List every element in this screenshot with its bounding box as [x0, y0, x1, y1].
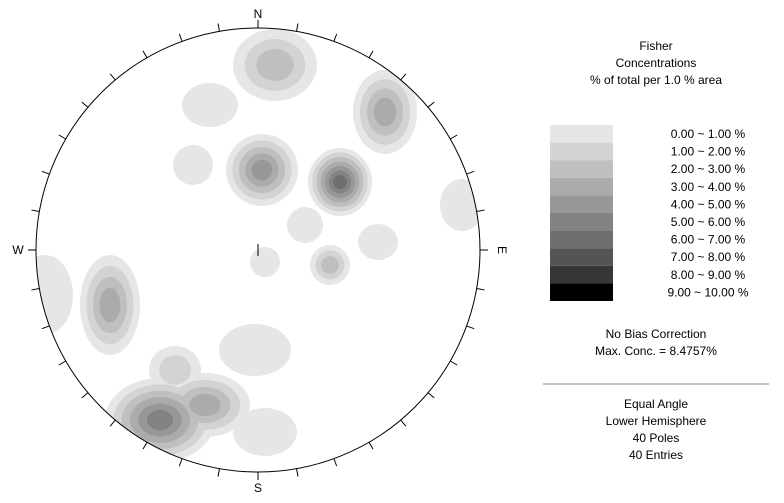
- info: Lower Hemisphere: [606, 414, 707, 428]
- west-label: W: [12, 243, 24, 257]
- tick: [368, 50, 374, 58]
- contour: [440, 179, 480, 231]
- tick: [178, 33, 183, 42]
- tick: [427, 392, 435, 399]
- ticks: [28, 20, 488, 480]
- tick: [296, 23, 299, 32]
- tick: [333, 33, 338, 42]
- contour: [251, 159, 273, 181]
- legend-swatch: [550, 283, 613, 301]
- contour: [219, 324, 291, 376]
- contour: [373, 97, 397, 127]
- legend-title: % of total per 1.0 % area: [590, 73, 722, 87]
- tick: [41, 170, 50, 175]
- legend-swatch: [550, 125, 613, 143]
- legend-swatch: [550, 160, 613, 178]
- legend-label: 8.00 ~ 9.00 %: [671, 268, 746, 282]
- info: 40 Entries: [629, 448, 683, 462]
- tick: [400, 73, 407, 81]
- tick: [427, 101, 435, 108]
- tick: [58, 134, 66, 140]
- north-label: N: [254, 7, 263, 21]
- legend-swatch: [550, 142, 613, 161]
- legend-label: 6.00 ~ 7.00 %: [671, 233, 746, 247]
- tick: [58, 360, 66, 366]
- tick: [109, 419, 116, 427]
- legend-swatch: [550, 248, 613, 266]
- tick: [450, 360, 458, 366]
- contour: [250, 247, 280, 277]
- max-note: Max. Conc. = 8.4757%: [595, 344, 717, 358]
- tick: [333, 458, 338, 467]
- tick: [450, 134, 458, 140]
- contour: [159, 355, 191, 385]
- contour: [173, 145, 213, 185]
- legend-label: 2.00 ~ 3.00 %: [671, 162, 746, 176]
- legend-label: 4.00 ~ 5.00 %: [671, 197, 746, 211]
- tick: [296, 468, 299, 477]
- tick: [81, 101, 89, 108]
- legend-title: Fisher: [639, 39, 672, 53]
- tick: [466, 325, 475, 330]
- tick: [178, 458, 183, 467]
- tick: [466, 170, 475, 175]
- legend-label: 1.00 ~ 2.00 %: [671, 145, 746, 159]
- tick: [142, 442, 148, 450]
- tick: [31, 209, 40, 212]
- legend-swatch: [550, 265, 613, 284]
- tick: [368, 442, 374, 450]
- bias-note: No Bias Correction: [606, 327, 707, 341]
- legend-title: Concentrations: [616, 56, 697, 70]
- legend-label: 7.00 ~ 8.00 %: [671, 250, 746, 264]
- tick: [476, 288, 485, 291]
- legend-label: 0.00 ~ 1.00 %: [671, 127, 746, 141]
- contour: [99, 287, 121, 323]
- legend-swatch: [550, 177, 613, 196]
- legend-label: 3.00 ~ 4.00 %: [671, 180, 746, 194]
- legend-label: 5.00 ~ 6.00 %: [671, 215, 746, 229]
- contour: [36, 255, 73, 335]
- east-label: E: [495, 246, 509, 254]
- legend-swatch: [550, 213, 613, 231]
- tick: [41, 325, 50, 330]
- legend-swatch: [550, 195, 613, 213]
- legend-swatch: [550, 230, 613, 249]
- contour: [256, 49, 294, 81]
- tick: [476, 209, 485, 212]
- tick: [109, 73, 116, 81]
- contour: [333, 174, 347, 190]
- info: 40 Poles: [633, 431, 680, 445]
- contour: [233, 408, 297, 456]
- tick: [217, 23, 220, 32]
- tick: [142, 50, 148, 58]
- contours: [36, 29, 480, 462]
- contour: [287, 207, 323, 243]
- info: Equal Angle: [624, 397, 688, 411]
- contour: [321, 256, 339, 274]
- contour: [182, 83, 238, 127]
- legend-label: 9.00 ~ 10.00 %: [667, 285, 748, 299]
- contour: [358, 224, 398, 260]
- contour: [189, 393, 221, 417]
- contour: [146, 409, 174, 431]
- tick: [217, 468, 220, 477]
- tick: [400, 419, 407, 427]
- tick: [81, 392, 89, 399]
- south-label: S: [254, 481, 262, 495]
- tick: [31, 288, 40, 291]
- legend: 0.00 ~ 1.00 % 1.00 ~ 2.00 % 2.00 ~ 3.00 % 3…: [550, 125, 749, 301]
